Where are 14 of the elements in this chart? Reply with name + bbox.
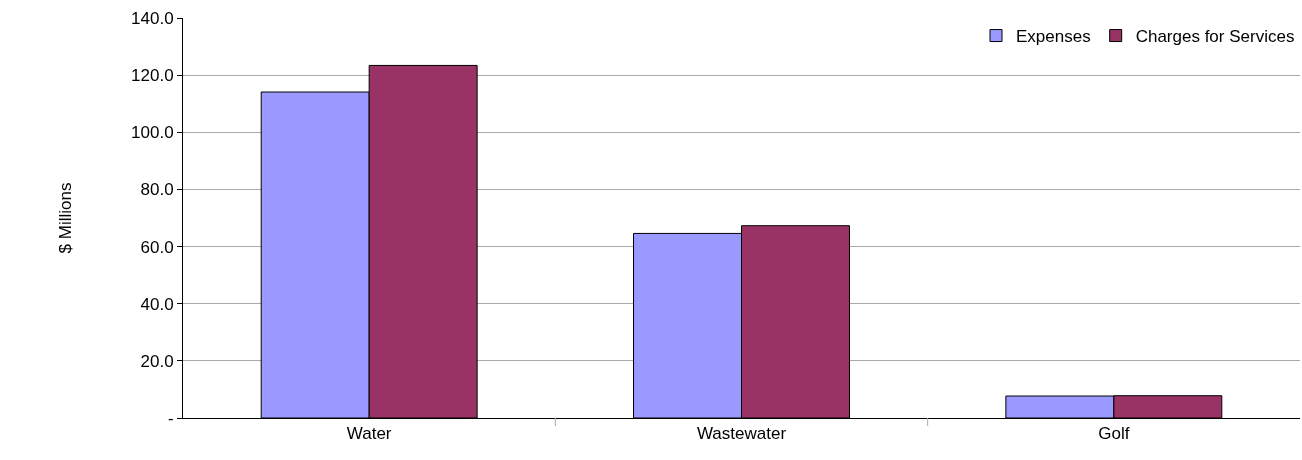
x-tick-label: Water xyxy=(346,424,392,444)
y-tick-label: 40.0 xyxy=(140,294,174,314)
y-tick-label: 80.0 xyxy=(140,180,174,200)
legend-label: Expenses xyxy=(1016,27,1091,47)
x-tick-label: Golf xyxy=(1098,424,1130,444)
y-tick-label: 120.0 xyxy=(131,66,174,86)
y-axis-title: $ Millions xyxy=(55,182,75,254)
y-tick-label: 100.0 xyxy=(131,123,174,143)
y-tick-label: 60.0 xyxy=(140,237,174,257)
legend-label: Charges for Services xyxy=(1135,27,1295,47)
x-tick-label: Wastewater xyxy=(696,424,787,444)
y-tick-label: 140.0 xyxy=(131,8,174,28)
y-tick-label: 20.0 xyxy=(140,351,174,371)
y-tick-label: - xyxy=(167,408,174,428)
